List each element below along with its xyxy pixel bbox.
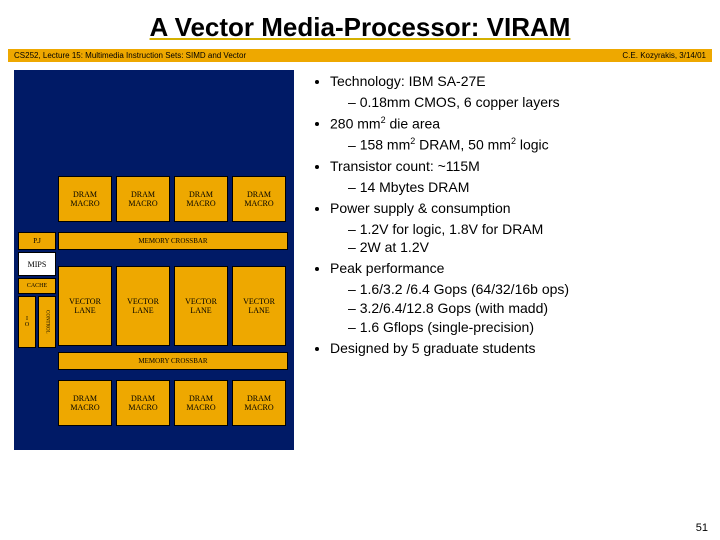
pj-block: P.J <box>18 232 56 250</box>
bullet-item: 280 mm2 die area 158 mm2 DRAM, 50 mm2 lo… <box>330 114 569 155</box>
vector-lane-block: VECTORLANE <box>174 266 228 346</box>
vector-lane-block: VECTORLANE <box>58 266 112 346</box>
bullet-text: Transistor count: ~115M <box>330 158 480 174</box>
subtitle-right: C.E. Kozyrakis, 3/14/01 <box>622 51 706 60</box>
sub-bullet: 1.6/3.2 /6.4 Gops (64/32/16b ops) <box>348 280 569 299</box>
memory-crossbar: MEMORY CROSSBAR <box>58 232 288 250</box>
dram-macro-block: DRAMMACRO <box>58 176 112 222</box>
subtitle-bar: CS252, Lecture 15: Multimedia Instructio… <box>8 49 712 62</box>
bullet-text: 280 mm <box>330 115 381 131</box>
bullet-text: die area <box>386 115 440 131</box>
dram-macro-block: DRAMMACRO <box>174 176 228 222</box>
subtitle-left: CS252, Lecture 15: Multimedia Instructio… <box>14 51 246 60</box>
viram-diagram: DRAMMACRO DRAMMACRO DRAMMACRO DRAMMACRO … <box>14 70 294 450</box>
bullet-item: Peak performance 1.6/3.2 /6.4 Gops (64/3… <box>330 259 569 337</box>
bullet-item: Designed by 5 graduate students <box>330 339 569 358</box>
content-area: DRAMMACRO DRAMMACRO DRAMMACRO DRAMMACRO … <box>0 62 720 450</box>
sub-bullet: 1.2V for logic, 1.8V for DRAM <box>348 220 569 239</box>
dram-macro-block: DRAMMACRO <box>232 380 286 426</box>
dram-macro-block: DRAMMACRO <box>232 176 286 222</box>
bullet-text: DRAM, 50 mm <box>415 137 511 153</box>
control-block: CONTROL <box>38 296 56 348</box>
bullet-text: Peak performance <box>330 260 444 276</box>
sub-bullet: 3.2/6.4/12.8 Gops (with madd) <box>348 299 569 318</box>
memory-crossbar-2: MEMORY CROSSBAR <box>58 352 288 370</box>
bullet-text: 158 mm <box>360 137 411 153</box>
bullet-item: Power supply & consumption 1.2V for logi… <box>330 199 569 258</box>
bullet-list: Technology: IBM SA-27E 0.18mm CMOS, 6 co… <box>294 70 569 450</box>
mips-block: MIPS <box>18 252 56 276</box>
cache-block: CACHE <box>18 278 56 294</box>
dram-macro-block: DRAMMACRO <box>174 380 228 426</box>
sub-bullet: 158 mm2 DRAM, 50 mm2 logic <box>348 135 569 155</box>
page-number: 51 <box>696 522 708 534</box>
sub-bullet: 0.18mm CMOS, 6 copper layers <box>348 93 569 112</box>
bullet-text: Power supply & consumption <box>330 200 511 216</box>
bullet-text: logic <box>516 137 549 153</box>
vector-lane-block: VECTORLANE <box>232 266 286 346</box>
bullet-item: Technology: IBM SA-27E 0.18mm CMOS, 6 co… <box>330 72 569 112</box>
vector-lane-block: VECTORLANE <box>116 266 170 346</box>
io-block: IO <box>18 296 36 348</box>
sub-bullet: 2W at 1.2V <box>348 238 569 257</box>
sub-bullet: 14 Mbytes DRAM <box>348 178 569 197</box>
slide-title: A Vector Media-Processor: VIRAM <box>0 0 720 49</box>
dram-macro-block: DRAMMACRO <box>58 380 112 426</box>
sub-bullet: 1.6 Gflops (single-precision) <box>348 318 569 337</box>
dram-macro-block: DRAMMACRO <box>116 380 170 426</box>
bullet-text: Technology: IBM SA-27E <box>330 73 486 89</box>
dram-macro-block: DRAMMACRO <box>116 176 170 222</box>
bullet-item: Transistor count: ~115M 14 Mbytes DRAM <box>330 157 569 197</box>
